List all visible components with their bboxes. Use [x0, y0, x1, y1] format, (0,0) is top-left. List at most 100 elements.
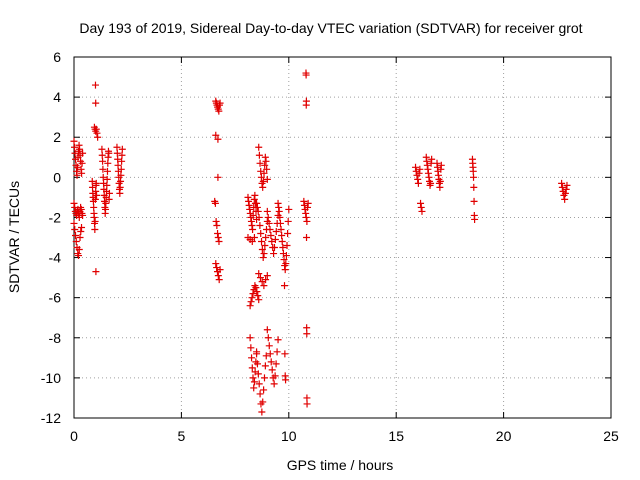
- data-point: [255, 143, 263, 151]
- data-point: [79, 211, 87, 219]
- data-point: [260, 374, 268, 382]
- data-point: [91, 195, 99, 203]
- y-tick-label: 2: [53, 129, 61, 145]
- data-point: [214, 173, 222, 181]
- data-point: [303, 394, 311, 402]
- data-point: [247, 344, 255, 352]
- data-point: [278, 231, 286, 239]
- data-point: [282, 376, 290, 384]
- data-point: [92, 125, 100, 133]
- data-point: [79, 149, 87, 157]
- data-point: [562, 185, 570, 193]
- data-point: [303, 234, 311, 241]
- data-point: [561, 189, 569, 197]
- data-point: [253, 203, 261, 211]
- data-point: [98, 151, 106, 159]
- plot-frame: [73, 56, 612, 419]
- data-point: [116, 189, 124, 197]
- data-point: [260, 282, 268, 290]
- data-point: [214, 229, 222, 237]
- data-point: [250, 234, 258, 241]
- data-point: [118, 145, 126, 153]
- data-point: [283, 242, 291, 250]
- data-point: [77, 227, 85, 235]
- data-point: [276, 213, 284, 221]
- y-tick-label: -8: [49, 330, 62, 346]
- data-point: [416, 165, 424, 173]
- data-point: [71, 149, 79, 157]
- data-point: [212, 217, 220, 225]
- data-point: [278, 238, 286, 246]
- data-point: [415, 169, 423, 177]
- data-point: [75, 246, 83, 254]
- data-point: [116, 183, 124, 191]
- data-point: [249, 290, 257, 298]
- y-tick-label: 6: [53, 49, 61, 65]
- data-point: [251, 191, 259, 199]
- data-point: [470, 183, 478, 191]
- data-point: [78, 223, 86, 231]
- data-point: [113, 143, 121, 151]
- data-point: [103, 167, 111, 175]
- data-point: [104, 153, 112, 161]
- data-point: [300, 197, 308, 205]
- data-point: [70, 137, 78, 145]
- data-point: [277, 225, 285, 233]
- data-point: [211, 199, 219, 207]
- data-point: [279, 244, 287, 252]
- axis-ticks: 0 5 10 15 20 25 -12 -10 -8 -6 -4 -2 0 2 4 6: [41, 49, 619, 444]
- data-point: [261, 161, 269, 169]
- data-point: [258, 246, 266, 254]
- data-point: [252, 284, 260, 292]
- data-point: [212, 260, 220, 268]
- data-point: [303, 217, 311, 225]
- data-point: [73, 171, 81, 179]
- data-point: [266, 350, 274, 358]
- y-tick-label: 4: [53, 89, 61, 105]
- data-point: [93, 129, 101, 137]
- data-point: [259, 398, 267, 406]
- data-point: [255, 213, 263, 221]
- data-point: [304, 199, 312, 207]
- data-point: [412, 163, 420, 171]
- data-point: [94, 133, 102, 141]
- data-point: [417, 203, 425, 211]
- data-point: [255, 151, 263, 159]
- data-point: [302, 209, 310, 217]
- data-point: [281, 266, 289, 274]
- data-point: [471, 215, 479, 223]
- data-point: [280, 256, 288, 264]
- data-point: [103, 181, 111, 189]
- data-point: [427, 179, 435, 187]
- data-point: [281, 282, 289, 290]
- data-point: [264, 213, 272, 221]
- data-point: [281, 350, 289, 358]
- data-point: [90, 203, 98, 211]
- data-point: [99, 173, 107, 181]
- data-point: [303, 400, 311, 408]
- data-point: [255, 380, 263, 388]
- data-point: [270, 250, 278, 258]
- y-tick-label: 0: [53, 169, 61, 185]
- data-point: [263, 175, 271, 183]
- data-point: [214, 135, 222, 143]
- data-point: [302, 71, 310, 79]
- data-point: [250, 378, 258, 386]
- data-point: [99, 165, 107, 173]
- data-point: [74, 163, 82, 171]
- data-point: [88, 177, 96, 185]
- data-point: [91, 217, 99, 225]
- data-point: [255, 296, 263, 304]
- data-point: [249, 225, 257, 233]
- data-point: [257, 229, 265, 237]
- data-point: [470, 173, 478, 181]
- data-point: [75, 252, 83, 260]
- data-point: [264, 334, 272, 342]
- data-point: [561, 195, 569, 203]
- data-point: [260, 250, 268, 258]
- data-point: [418, 207, 426, 215]
- data-point: [248, 354, 256, 362]
- data-point: [414, 175, 422, 183]
- data-point: [263, 207, 271, 215]
